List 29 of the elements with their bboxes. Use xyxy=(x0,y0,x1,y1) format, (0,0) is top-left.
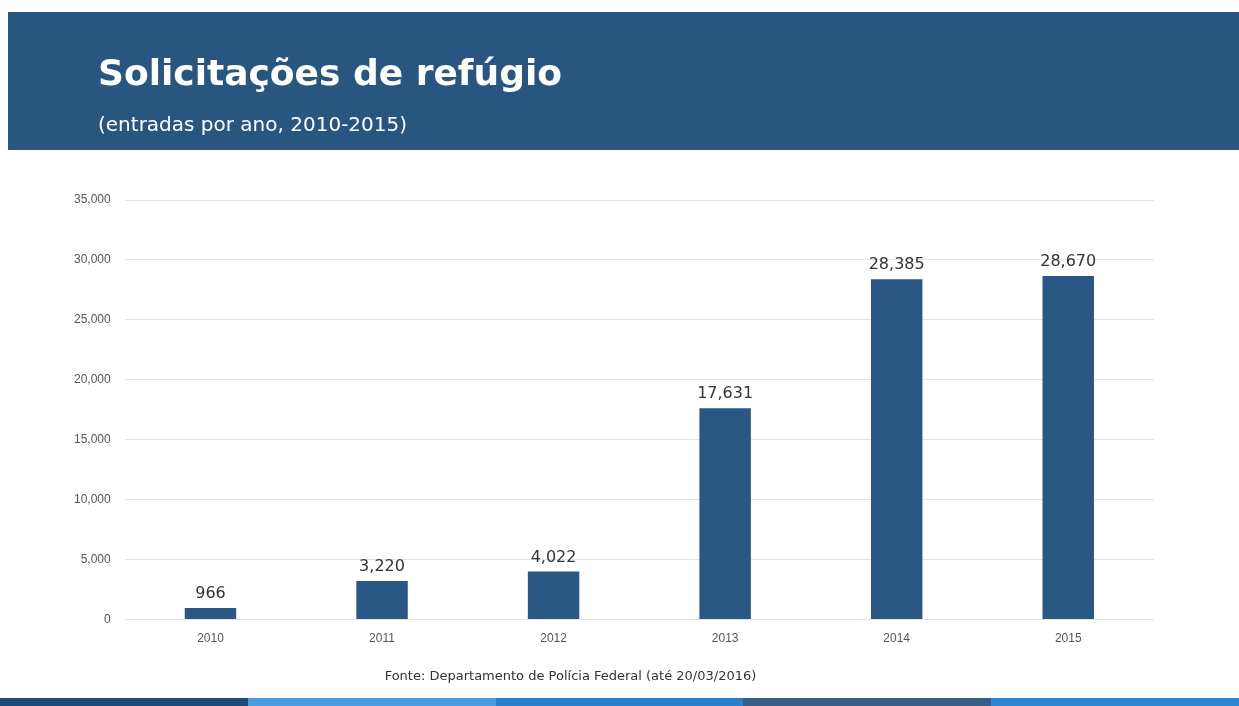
bar xyxy=(870,279,923,620)
data-label: 28,385 xyxy=(868,254,925,274)
chart-subtitle: (entradas por ano, 2010-2015) xyxy=(98,112,408,136)
x-tick-label: 2012 xyxy=(540,631,568,646)
y-tick-label: 0 xyxy=(104,611,112,626)
chart-title: Solicitações de refúgio xyxy=(98,52,562,93)
x-tick-label: 2011 xyxy=(369,631,396,646)
x-tick-label: 2013 xyxy=(711,631,739,646)
x-tick-label: 2015 xyxy=(1054,631,1082,646)
y-tick-label: 35,000 xyxy=(74,192,112,207)
bar xyxy=(699,408,751,620)
bar xyxy=(184,608,237,620)
bar xyxy=(356,581,408,620)
y-tick-label: 20,000 xyxy=(74,372,112,387)
y-tick-label: 15,000 xyxy=(74,432,112,447)
bar xyxy=(527,571,580,620)
y-tick-label: 25,000 xyxy=(74,312,112,327)
data-label: 3,220 xyxy=(359,556,405,576)
y-tick-label: 10,000 xyxy=(74,492,112,507)
data-label: 4,022 xyxy=(530,546,577,566)
x-tick-label: 2014 xyxy=(883,631,911,646)
x-tick-label: 2010 xyxy=(197,631,225,646)
data-label: 17,631 xyxy=(697,383,754,403)
y-tick-label: 30,000 xyxy=(74,252,112,267)
y-tick-label: 5,000 xyxy=(80,551,112,566)
bar xyxy=(1042,275,1094,620)
data-label: 28,670 xyxy=(1040,251,1097,271)
source-note: Fonte: Departamento de Polícia Federal (até 20/03/2016) xyxy=(383,668,758,683)
data-label: 966 xyxy=(195,583,226,603)
